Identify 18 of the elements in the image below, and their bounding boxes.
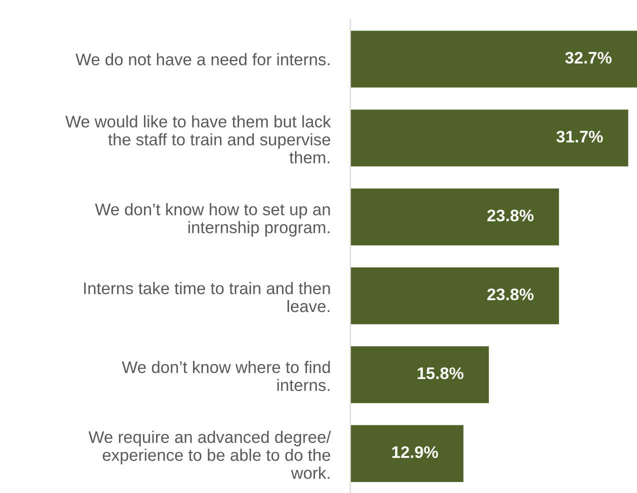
bar xyxy=(350,188,559,246)
data-label: 15.8% xyxy=(418,367,464,380)
y-tick-label: Interns take time to train and then leave. xyxy=(84,282,330,312)
bar xyxy=(350,30,637,88)
y-tick-label: We would like to have them but lack the staff to train and supervise them. xyxy=(65,115,331,164)
data-label: 23.8% xyxy=(487,288,534,300)
bar xyxy=(350,110,628,166)
data-label: 12.9% xyxy=(392,446,438,458)
bar xyxy=(350,346,489,404)
data-label: 23.8% xyxy=(487,210,534,222)
y-tick-label: We require an advanced degree/ experience to be able to do the work. xyxy=(88,430,331,479)
y-tick-label: We do not have a need for interns. xyxy=(76,53,330,66)
y-tick-label: We don’t know where to find interns. xyxy=(122,360,330,392)
y-tick-label: We don’t know how to set up an internship program. xyxy=(95,203,330,237)
data-label: 31.7% xyxy=(556,130,603,143)
data-label: 32.7% xyxy=(565,52,612,64)
bar xyxy=(350,425,464,482)
bar xyxy=(350,267,559,324)
